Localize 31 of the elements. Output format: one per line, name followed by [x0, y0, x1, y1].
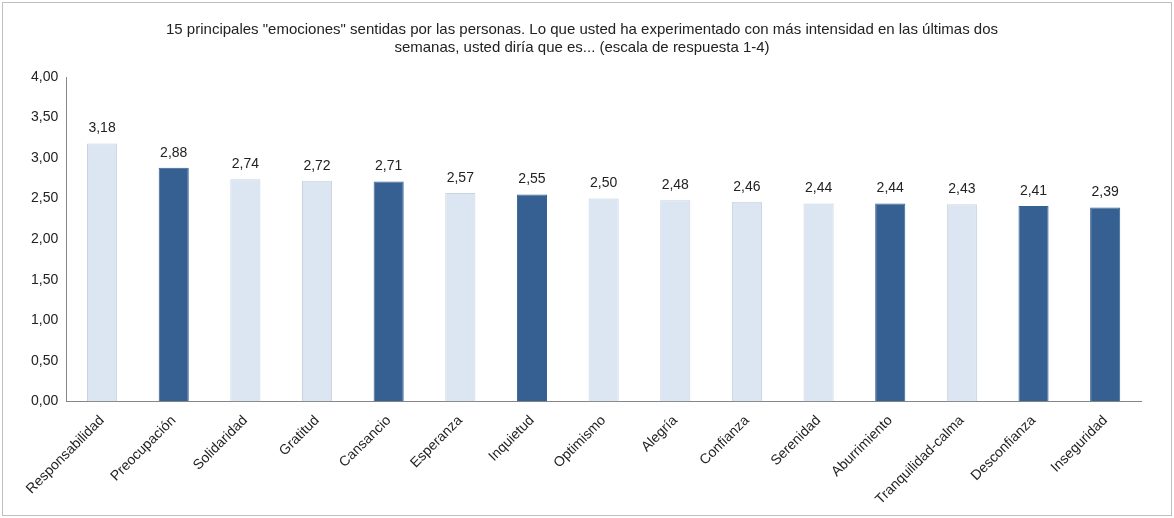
data-label: 2,41: [1019, 181, 1048, 198]
y-tick-label: 4,00: [31, 67, 59, 84]
y-tick-label: 0,50: [31, 351, 59, 368]
y-tick-label: 2,50: [31, 189, 59, 206]
data-label: 2,48: [661, 176, 690, 193]
data-label: 2,55: [518, 170, 546, 187]
y-tick-label: 3,50: [31, 108, 59, 125]
bar: [158, 167, 189, 402]
data-label: 2,46: [733, 177, 761, 194]
data-label: 2,72: [303, 156, 331, 173]
data-label: 2,50: [590, 174, 618, 191]
data-label: 2,44: [876, 179, 905, 196]
y-tick-label: 0,00: [31, 392, 59, 409]
bar: [373, 181, 404, 402]
y-tick-label: 1,50: [31, 270, 59, 287]
data-label: 2,57: [446, 168, 475, 185]
y-tick-label: 3,00: [31, 148, 59, 165]
data-label: 2,44: [804, 179, 833, 196]
bar: [1018, 205, 1049, 402]
bar: [1090, 207, 1121, 402]
data-label: 2,43: [948, 180, 976, 197]
data-label: 2,39: [1091, 183, 1120, 200]
bar: [516, 194, 548, 402]
y-tick-label: 1,00: [31, 311, 59, 328]
y-tick-label: 2,00: [31, 230, 59, 247]
data-label: 2,74: [231, 155, 260, 172]
data-label: 2,71: [375, 157, 403, 174]
data-label: 3,18: [88, 119, 116, 136]
bar: [875, 203, 906, 402]
chart-title: 15 principales "emociones" sentidas por las personas. Lo que usted ha experimentado con más intensidad en las últimas dos semanas, usted diría que es... (escala de respuesta 1-4): [166, 20, 998, 56]
data-label: 2,88: [160, 143, 188, 160]
